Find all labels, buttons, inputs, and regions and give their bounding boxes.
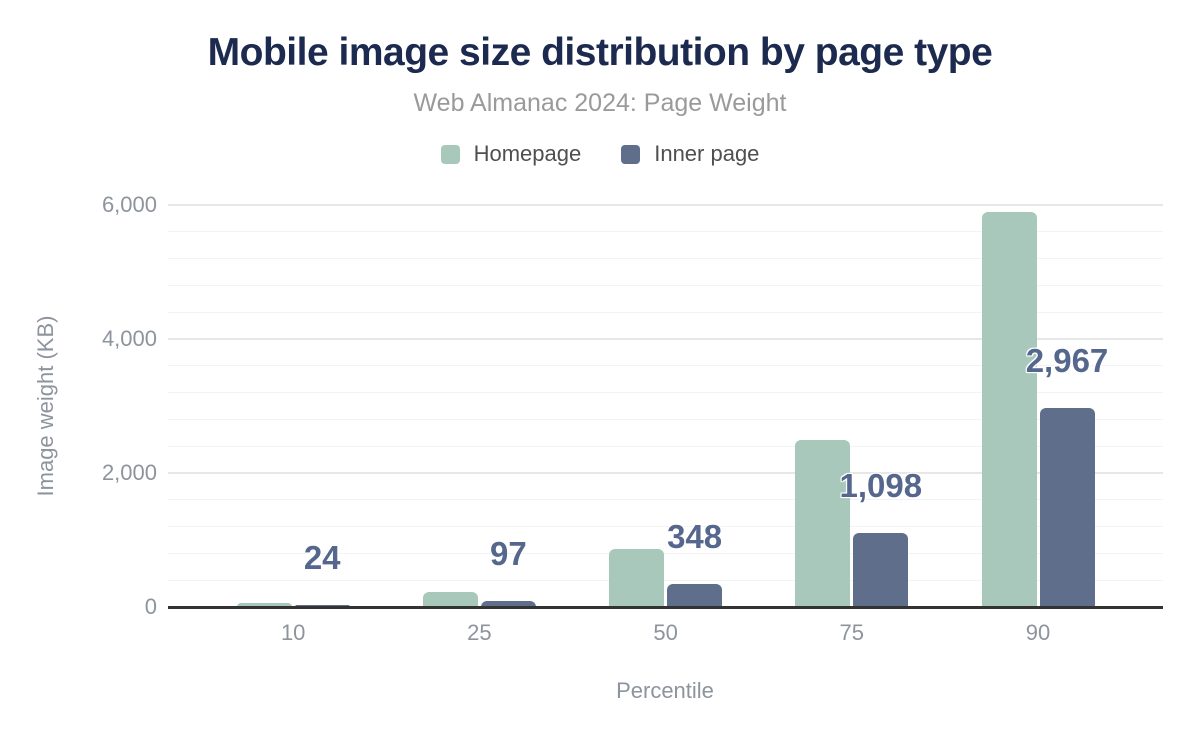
bar-homepage-p10[interactable] (236, 603, 292, 607)
y-tick-label-4000: 4,000 (101, 326, 157, 351)
y-axis-title: Image weight (KB) (33, 315, 58, 497)
minor-gridline-1600 (168, 499, 1163, 501)
bar-inner-page-p75[interactable] (853, 533, 909, 607)
x-axis-title: Percentile (616, 678, 714, 703)
data-label-inner-page-p90: 2,967 (1025, 342, 1109, 380)
bar-inner-page-p90[interactable] (1039, 408, 1095, 607)
y-tick-label-2000: 2,000 (101, 460, 157, 485)
x-tick-label-50: 50 (653, 620, 678, 645)
major-gridline-2000 (168, 472, 1163, 474)
bar-inner-page-p50[interactable] (667, 583, 723, 607)
y-tick-label-0: 0 (144, 594, 157, 619)
minor-gridline-800 (168, 552, 1163, 554)
minor-gridline-5200 (168, 258, 1163, 260)
data-label-inner-page-p50: 348 (667, 517, 723, 555)
minor-gridline-2400 (168, 445, 1163, 447)
chart-title: Mobile image size distribution by page t… (207, 31, 993, 74)
x-tick-label-90: 90 (1025, 620, 1051, 645)
x-tick-label-25: 25 (467, 620, 492, 645)
bar-homepage-p25[interactable] (422, 591, 478, 607)
legend-item-homepage[interactable]: Homepage (440, 141, 582, 167)
minor-gridline-2800 (168, 418, 1163, 420)
legend-item-inner-page[interactable]: Inner page (621, 141, 759, 167)
minor-gridline-400 (168, 579, 1163, 581)
data-label-inner-page-p25: 97 (490, 534, 527, 572)
minor-gridline-4400 (168, 311, 1163, 313)
legend-label-inner-page: Inner page (654, 141, 760, 166)
x-axis-line (168, 605, 1163, 609)
x-tick-label-75: 75 (839, 620, 865, 645)
minor-gridline-1200 (168, 526, 1163, 528)
bar-inner-page-p25[interactable] (480, 600, 536, 607)
minor-gridline-3600 (168, 365, 1163, 367)
legend-label-homepage: Homepage (473, 141, 582, 166)
data-label-inner-page-p75: 1,098 (839, 467, 923, 505)
major-gridline-6000 (168, 204, 1163, 206)
legend-swatch-homepage-icon (440, 144, 460, 164)
bar-homepage-p90[interactable] (981, 211, 1037, 607)
bar-homepage-p75[interactable] (795, 440, 851, 607)
y-tick-label-6000: 6,000 (101, 192, 157, 217)
major-gridline-4000 (168, 338, 1163, 340)
bar-homepage-p50[interactable] (609, 548, 665, 607)
x-tick-label-10: 10 (280, 620, 306, 645)
chart-subtitle: Web Almanac 2024: Page Weight (413, 89, 787, 117)
data-label-inner-page-p10: 24 (303, 539, 341, 577)
minor-gridline-4800 (168, 284, 1163, 286)
legend-swatch-inner-page-icon (621, 144, 641, 164)
legend: Homepage Inner page (0, 140, 1200, 168)
minor-gridline-3200 (168, 392, 1163, 394)
minor-gridline-5600 (168, 231, 1163, 233)
